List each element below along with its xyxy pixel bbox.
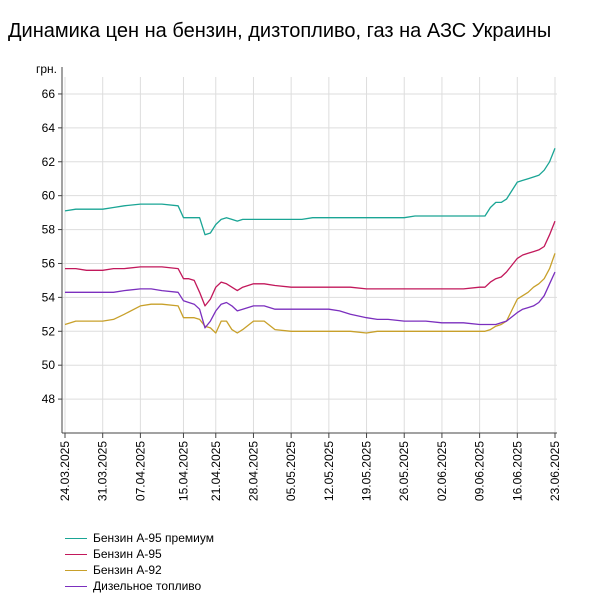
x-tick-label: 02.06.2025 [435, 441, 449, 501]
y-tick-label: 54 [42, 290, 56, 304]
x-tick-label: 19.05.2025 [360, 441, 374, 501]
legend-item-3: Бензин А-92 [65, 562, 214, 578]
gridlines [62, 77, 557, 433]
series-line-3 [64, 253, 556, 334]
legend-swatch [65, 553, 87, 555]
x-tick-label: 28.04.2025 [246, 441, 260, 501]
legend-swatch [65, 569, 87, 571]
legend-swatch [65, 537, 87, 539]
legend-label: Бензин А-92 [93, 563, 162, 577]
legend-item-2: Бензин А-95 [65, 546, 214, 562]
x-tick-label: 24.03.2025 [58, 441, 72, 501]
y-tick-label: 50 [42, 358, 56, 372]
y-tick-label: 66 [42, 87, 56, 101]
chart-title: Динамика цен на бензин, дизтопливо, газ … [8, 20, 552, 42]
y-axis-label: грн. [36, 62, 57, 76]
legend-label: Дизельное топливо [93, 579, 202, 593]
y-tick-label: 52 [42, 324, 56, 338]
y-tick-label: 58 [42, 223, 56, 237]
legend-item-1: Бензин А-95 премиум [65, 530, 214, 546]
legend: Бензин А-95 премиум Бензин А-95 Бензин А-9… [65, 530, 214, 594]
x-tick-label: 31.03.2025 [96, 441, 110, 501]
x-tick-label: 09.06.2025 [473, 441, 487, 501]
y-tick-label: 56 [42, 256, 56, 270]
legend-label: Бензин А-95 [93, 547, 162, 561]
x-tick-label: 26.05.2025 [397, 441, 411, 501]
series-lines [64, 147, 556, 334]
x-tick-label: 16.06.2025 [510, 441, 524, 501]
x-tick-label: 15.04.2025 [176, 441, 190, 501]
axes [58, 67, 557, 438]
y-tick-label: 48 [42, 392, 56, 406]
y-tick-label: 64 [42, 121, 56, 135]
legend-label: Бензин А-95 премиум [93, 531, 214, 545]
x-tick-labels: 24.03.2025 31.03.2025 07.04.2025 15.04.2025… [58, 441, 562, 501]
series-line-4 [65, 271, 556, 329]
legend-item-4: Дизельное топливо [65, 578, 214, 594]
legend-swatch [65, 585, 87, 587]
y-tick-label: 62 [42, 155, 56, 169]
series-line-1 [64, 147, 556, 236]
x-tick-label: 23.06.2025 [548, 441, 562, 501]
x-tick-label: 05.05.2025 [284, 441, 298, 501]
x-tick-label: 21.04.2025 [209, 441, 223, 501]
x-tick-label: 07.04.2025 [133, 441, 147, 501]
series-line-2 [65, 220, 556, 307]
y-tick-labels: 48 50 52 54 56 58 60 62 64 66 [42, 87, 56, 406]
x-tick-label: 12.05.2025 [322, 441, 336, 501]
y-tick-label: 60 [42, 189, 56, 203]
